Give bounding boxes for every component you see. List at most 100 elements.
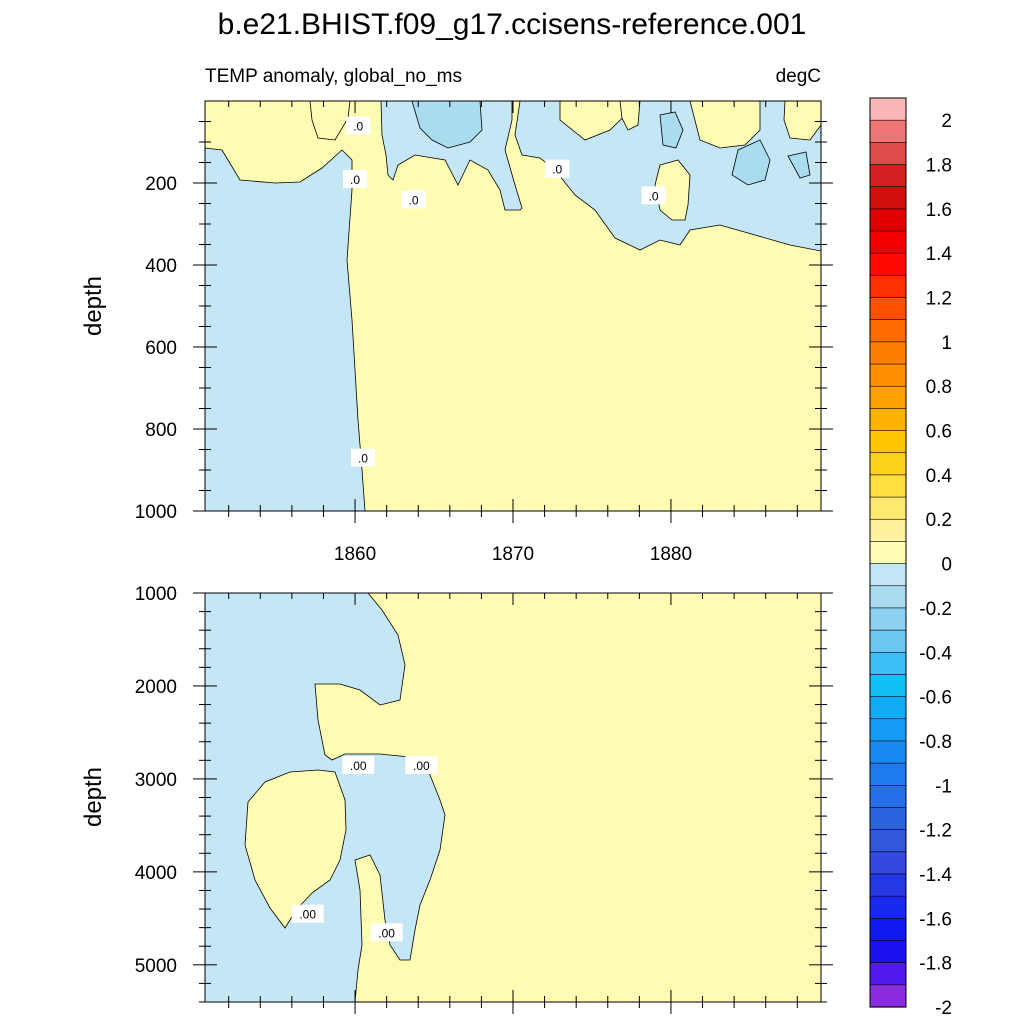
colorbar-label: 0.6 <box>926 422 952 443</box>
colorbar-swatch <box>869 385 907 409</box>
colorbar-swatch <box>869 762 907 786</box>
contour-label: .0 <box>343 169 368 188</box>
colorbar-label: 0.4 <box>926 466 953 487</box>
colorbar-label: -0.4 <box>919 643 952 664</box>
positive-anomaly-lens <box>244 769 347 929</box>
colorbar-label: -1.6 <box>919 909 952 930</box>
colorbar-label: -1.2 <box>919 821 952 842</box>
contour-label-text: .00 <box>413 759 430 773</box>
colorbar-swatch <box>869 319 907 343</box>
colorbar: 2 1.8 1.6 1.4 1.2 1 0.8 0.6 0.4 0.2 0 -0.2 -0.4 -0.6 -… <box>869 97 953 1019</box>
colorbar-label: 1.8 <box>926 156 952 177</box>
y-tick-label: 3000 <box>135 770 177 791</box>
colorbar-swatch <box>869 252 907 276</box>
positive-anomaly-pocket <box>309 101 351 141</box>
y-tick-label: 1000 <box>135 502 177 523</box>
contour-label-bg <box>641 186 666 205</box>
colorbar-swatch <box>869 563 907 587</box>
contour-label: .0 <box>401 190 426 209</box>
contour-label: .0 <box>346 116 371 135</box>
colorbar-swatch <box>869 784 907 809</box>
upper-panel: TEMP anomaly, global_no_ms degC 1860 1870… <box>80 66 833 565</box>
positive-anomaly-pocket <box>619 101 641 131</box>
contour-label-text: .0 <box>552 163 562 177</box>
colorbar-swatch <box>869 651 907 676</box>
colorbar-label: 0 <box>941 555 952 576</box>
colorbar-swatch <box>869 629 907 653</box>
lower-contour-labels: .00 .00 .00 .00 <box>291 755 438 942</box>
colorbar-swatch <box>869 119 907 143</box>
strong-negative-core <box>411 101 483 149</box>
colorbar-label: -0.8 <box>919 732 952 753</box>
colorbar-label: -0.6 <box>919 688 952 709</box>
contour-label: .00 <box>291 904 324 923</box>
colorbar-swatch <box>869 97 907 121</box>
colorbar-swatch <box>869 474 907 498</box>
negative-anomaly-region <box>205 147 366 511</box>
negative-anomaly-region <box>380 101 523 211</box>
colorbar-swatch <box>869 674 907 698</box>
colorbar-swatch <box>869 940 907 964</box>
colorbar-swatch <box>869 275 907 299</box>
y-tick-label: 2000 <box>135 677 177 698</box>
colorbar-swatch <box>869 962 907 986</box>
colorbar-swatch <box>869 208 907 232</box>
contour-label-text: .0 <box>353 120 363 134</box>
colorbar-swatch <box>869 851 907 875</box>
upper-contour-labels: .0 .0 .0 .0 .0 .0 <box>343 116 666 467</box>
y-tick-label: 800 <box>145 420 177 441</box>
colorbar-swatch <box>869 496 907 520</box>
contour-label-text: .00 <box>299 908 316 922</box>
colorbar-label: 1.4 <box>926 244 953 265</box>
contour-label-bg <box>405 755 438 774</box>
contour-label-text: .00 <box>378 926 395 940</box>
upper-left-label: TEMP anomaly, global_no_ms <box>205 66 462 87</box>
colorbar-swatch <box>869 363 907 387</box>
colorbar-swatch <box>869 452 907 476</box>
colorbar-label: 1 <box>941 333 952 354</box>
x-tick-label: 1860 <box>334 544 376 565</box>
colorbar-swatch <box>869 142 907 166</box>
y-tick-label: 400 <box>145 256 177 277</box>
upper-right-label: degC <box>776 66 821 87</box>
contour-label: .00 <box>342 755 375 774</box>
colorbar-swatch <box>869 740 907 764</box>
upper-ylabel: depth <box>80 276 107 336</box>
contour-label: .0 <box>545 159 570 178</box>
colorbar-swatch <box>869 607 907 631</box>
contour-label-text: .0 <box>358 452 368 466</box>
contour-label: .0 <box>641 186 666 205</box>
upper-contour-field <box>205 101 821 511</box>
positive-anomaly-pocket <box>783 101 821 141</box>
contour-label-bg <box>346 116 371 135</box>
contour-label: .00 <box>405 755 438 774</box>
colorbar-label: -1.8 <box>919 954 952 975</box>
contour-label-bg <box>291 904 324 923</box>
lower-contour-field <box>205 593 821 1002</box>
colorbar-swatch <box>869 718 907 742</box>
colorbar-label: 1.2 <box>926 289 952 310</box>
strong-negative-core <box>659 111 684 149</box>
colorbar-swatch <box>869 408 907 432</box>
x-tick-label: 1870 <box>492 544 534 565</box>
colorbar-swatch <box>869 541 907 565</box>
lower-axis-ticks: 1000 2000 3000 4000 5000 <box>135 584 833 1014</box>
colorbar-label: -1 <box>935 776 952 797</box>
chart-title: b.e21.BHIST.f09_g17.ccisens-reference.00… <box>218 8 807 41</box>
colorbar-swatch <box>869 186 907 210</box>
colorbar-swatch <box>869 297 907 321</box>
colorbar-swatch <box>869 807 907 831</box>
colorbar-label: -1.4 <box>919 865 952 886</box>
colorbar-label: 2 <box>941 111 952 132</box>
lower-ylabel: depth <box>80 767 107 827</box>
strong-negative-core <box>731 139 771 186</box>
contour-label-bg <box>350 448 375 467</box>
colorbar-label: 1.6 <box>926 200 952 221</box>
colorbar-swatch <box>869 585 907 609</box>
contour-label: .0 <box>350 448 375 467</box>
contour-label-bg <box>401 190 426 209</box>
lower-panel: 1000 2000 3000 4000 5000 .00 .00 .00 .00 depth <box>80 584 833 1014</box>
colorbar-label: 0.2 <box>926 510 952 531</box>
colorbar-swatch <box>869 918 907 942</box>
